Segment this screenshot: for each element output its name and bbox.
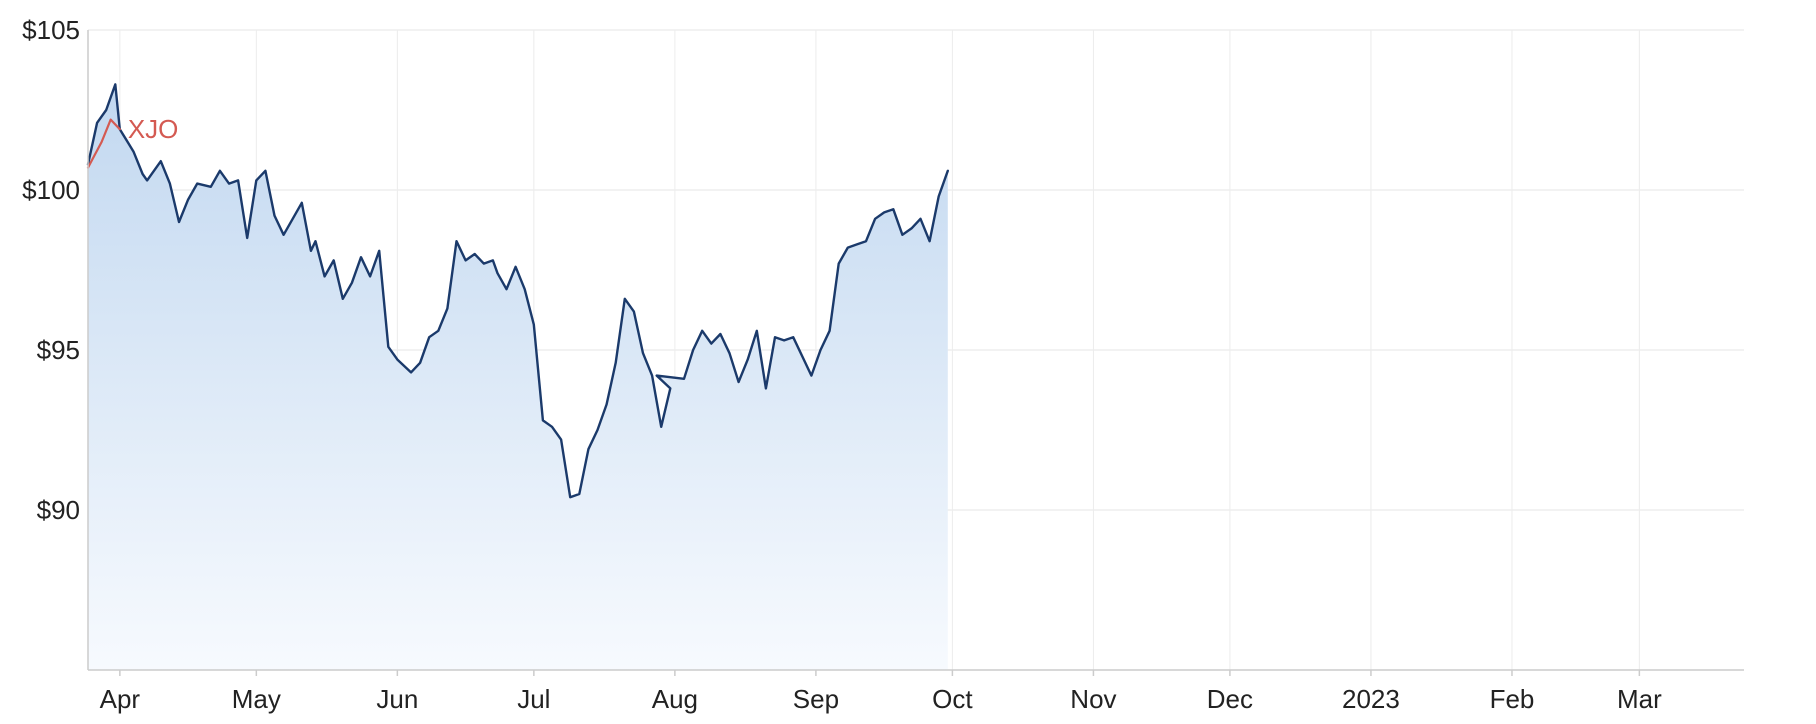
x-tick-label: Jun	[376, 684, 418, 714]
series-label-xjo: XJO	[128, 114, 179, 144]
x-tick-label: Feb	[1490, 684, 1535, 714]
x-tick-label: Apr	[100, 684, 141, 714]
lines-layer	[86, 83, 949, 499]
axes: $90 $95 $100 $105 Apr May Jun Jul Aug Sep Oct Nov De…	[22, 15, 1744, 714]
x-tick-label: Oct	[932, 684, 973, 714]
y-tick-label: $100	[22, 175, 80, 205]
x-tick-label: Mar	[1617, 684, 1662, 714]
area-layer	[88, 84, 948, 670]
x-tick-label: 2023	[1342, 684, 1400, 714]
series-line-0	[86, 83, 949, 499]
x-tick-label: Jul	[517, 684, 550, 714]
series-area-0	[88, 84, 948, 670]
series-labels: XJO	[128, 114, 179, 144]
x-tick-label: Nov	[1070, 684, 1116, 714]
x-tick-label: May	[232, 684, 281, 714]
series-line-xjo	[86, 118, 121, 169]
x-tick-label: Aug	[652, 684, 698, 714]
x-tick-label: Sep	[793, 684, 839, 714]
x-tick-label: Dec	[1207, 684, 1253, 714]
y-tick-label: $95	[37, 335, 80, 365]
y-tick-label: $90	[37, 495, 80, 525]
y-tick-label: $105	[22, 15, 80, 45]
